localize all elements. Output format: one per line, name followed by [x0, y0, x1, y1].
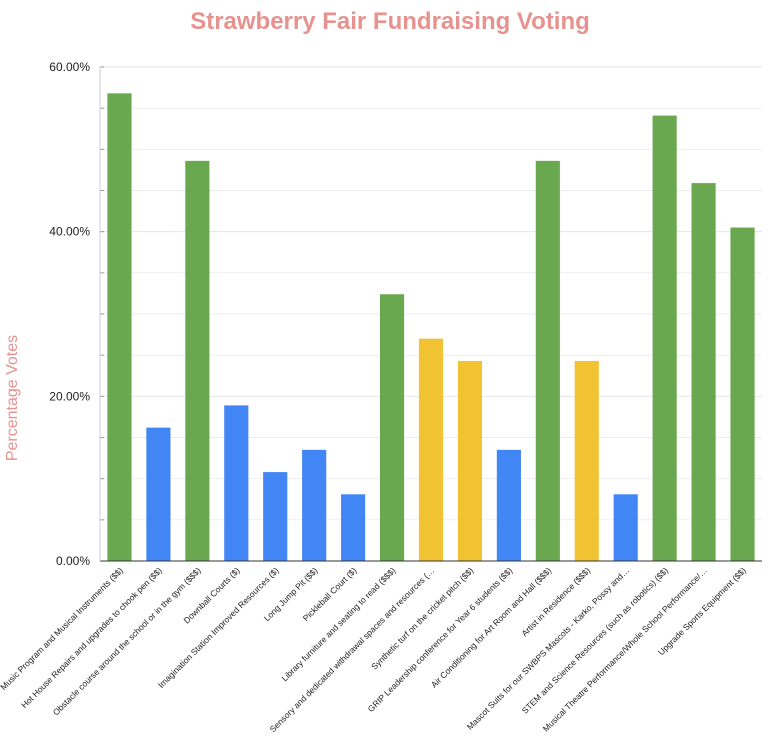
x-category-label: GRIP Leadership conference for Year 6 st…: [366, 565, 515, 714]
bar: [613, 494, 638, 561]
y-tick-label: 40.00%: [49, 225, 90, 239]
bar: [341, 494, 366, 561]
bar: [107, 93, 132, 561]
bar: [457, 360, 483, 561]
bar: [574, 360, 599, 561]
category-labels: Music Program and Musical Instruments ($…: [0, 565, 748, 734]
bar: [302, 449, 327, 561]
y-axis-ticks: 0.00% 20.00% 40.00% 60.00%: [49, 60, 90, 568]
x-category-label: STEM and Science Resources (such as robo…: [520, 565, 670, 715]
bar: [691, 183, 716, 561]
y-tick-label: 20.00%: [49, 389, 90, 403]
bar: [535, 160, 560, 562]
bars: [107, 93, 755, 562]
bar: [652, 115, 677, 562]
y-axis-label: Percentage Votes: [4, 335, 21, 461]
y-tick-label: 0.00%: [56, 554, 90, 568]
bar: [379, 294, 405, 561]
x-category-label: Obstacle course around the school or in …: [51, 565, 203, 717]
bar: [224, 405, 249, 561]
bar: [146, 427, 171, 561]
bar: [263, 472, 288, 561]
x-category-label: Hot House Repairs and upgrades to chook …: [19, 565, 164, 710]
bar: [496, 449, 521, 561]
bar: [418, 338, 444, 561]
chart-title: Strawberry Fair Fundraising Voting: [190, 8, 590, 35]
bar: [730, 227, 755, 562]
x-category-label: Artist in Residence ($$$): [519, 565, 592, 638]
y-tick-label: 60.00%: [49, 60, 90, 74]
bar: [185, 160, 210, 562]
